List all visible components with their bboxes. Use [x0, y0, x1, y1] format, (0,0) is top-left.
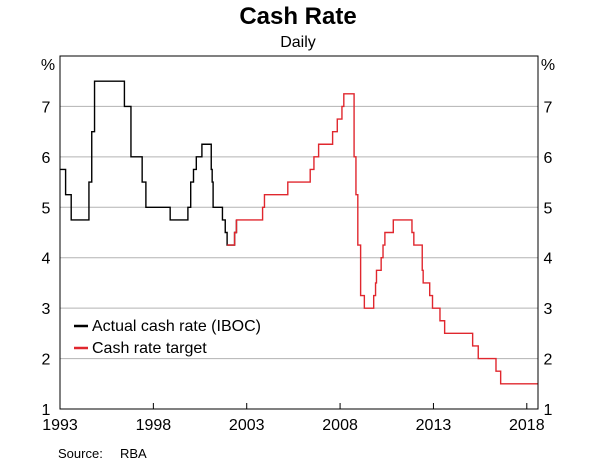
source-label: Source: [58, 446, 103, 461]
series-line-cash-rate-target [227, 93, 538, 385]
y-tick-labels: 1 1 2 2 3 3 4 4 5 5 6 6 7 7 [42, 99, 553, 419]
x-tick-labels: 1993 1998 2003 2008 2013 2018 [42, 403, 545, 434]
y-tick-left-4: 4 [42, 251, 51, 268]
y-tick-right-7: 7 [544, 99, 553, 116]
series-lines [60, 80, 538, 385]
x-tick-1998: 1998 [136, 417, 172, 434]
legend-label-actual: Actual cash rate (IBOC) [92, 318, 261, 335]
x-tick-2018: 2018 [509, 417, 545, 434]
y-axis-unit-left: % [41, 57, 55, 74]
legend: Actual cash rate (IBOC) Cash rate target [74, 318, 261, 357]
y-tick-right-4: 4 [544, 251, 553, 268]
legend-label-target: Cash rate target [92, 340, 207, 357]
y-tick-left-7: 7 [42, 99, 51, 116]
y-tick-right-1: 1 [544, 402, 553, 419]
y-tick-right-6: 6 [544, 150, 553, 167]
y-tick-left-3: 3 [42, 301, 51, 318]
x-tick-2003: 2003 [229, 417, 265, 434]
chart-subtitle: Daily [280, 34, 316, 51]
y-tick-right-3: 3 [544, 301, 553, 318]
grid-lines [60, 55, 538, 360]
y-tick-left-6: 6 [42, 150, 51, 167]
x-tick-1993: 1993 [42, 417, 78, 434]
x-tick-2013: 2013 [416, 417, 452, 434]
source-value: RBA [120, 446, 147, 461]
y-tick-left-2: 2 [42, 352, 51, 369]
y-tick-right-2: 2 [544, 352, 553, 369]
plot-frame [59, 55, 539, 410]
x-tick-2008: 2008 [322, 417, 358, 434]
series-line-actual-cash-rate [60, 80, 238, 246]
chart-title: Cash Rate [239, 3, 356, 30]
y-axis-unit-right: % [541, 57, 555, 74]
y-tick-left-1: 1 [42, 402, 51, 419]
y-tick-right-5: 5 [544, 200, 553, 217]
y-tick-left-5: 5 [42, 200, 51, 217]
